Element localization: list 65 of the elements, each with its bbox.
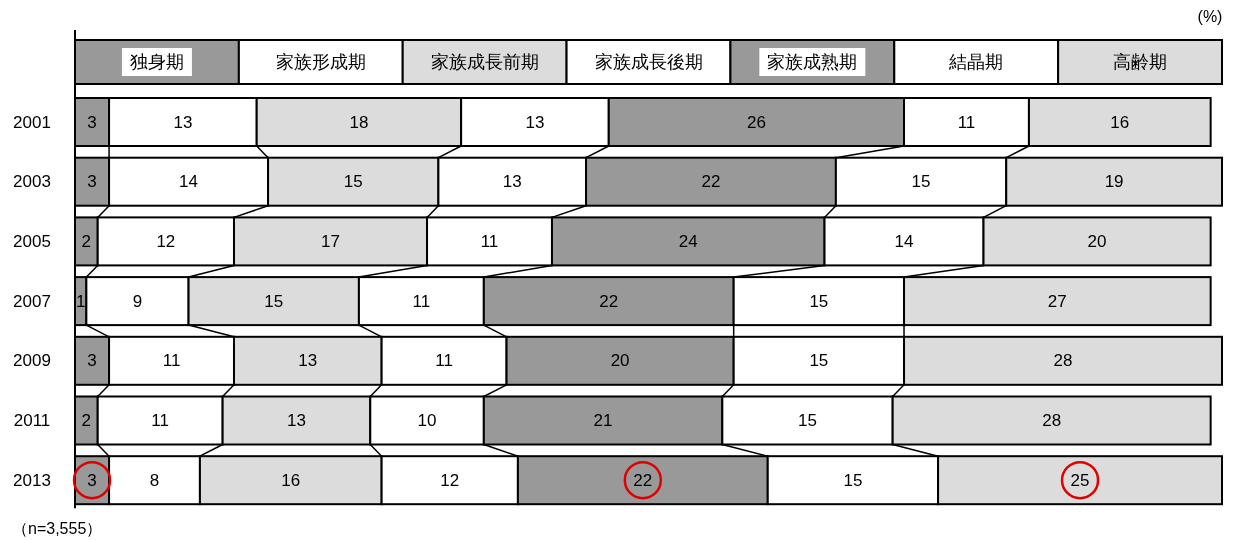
data-label: 15 [264,291,284,311]
data-label: 8 [149,470,160,490]
series-label: 結晶期 [948,52,1004,72]
series-label: 家族成長前期 [430,52,539,72]
data-label: 13 [525,112,545,132]
data-label: 9 [132,291,143,311]
data-label: 24 [678,231,698,251]
data-label: 15 [809,351,829,371]
series-label: 家族成長後期 [594,52,703,72]
data-label: 1 [75,291,86,311]
y-tick-label: 2011 [13,411,51,430]
data-label: 13 [298,351,318,371]
data-label: 22 [633,470,653,490]
y-tick-label: 2007 [13,291,51,311]
data-label: 2 [81,231,92,251]
data-label: 13 [173,112,193,132]
data-label: 15 [343,172,363,192]
data-label: 14 [179,172,199,192]
data-label: 12 [440,470,460,490]
data-label: 11 [480,231,499,251]
data-label: 14 [894,231,914,251]
data-label: 28 [1053,351,1073,371]
data-label: 20 [1087,231,1107,251]
data-label: 15 [798,411,817,430]
y-tick-label: 2013 [13,470,51,490]
data-label: 15 [809,291,829,311]
data-label: 11 [435,351,453,371]
data-label: 22 [599,291,619,311]
data-label: 3 [87,351,97,371]
text: （n=3,555） [12,519,103,537]
y-tick-label: 2001 [13,112,51,132]
data-label: 26 [746,112,766,132]
series-label: 高齢期 [1113,52,1168,72]
data-label: 21 [593,411,613,430]
data-label: 11 [151,411,169,430]
data-label: 27 [1047,291,1067,311]
data-label: 13 [502,172,522,192]
data-label: 25 [1070,470,1090,490]
data-label: 3 [87,172,97,192]
data-label: 16 [281,470,301,490]
text: (%) [1197,7,1223,25]
data-label: 20 [610,351,630,371]
data-label: 11 [412,291,431,311]
series-label: 家族形成期 [275,52,366,72]
data-label: 16 [1110,112,1130,132]
data-label: 3 [87,470,97,490]
data-label: 17 [321,231,340,251]
data-label: 28 [1042,411,1062,430]
data-label: 19 [1104,172,1124,192]
data-label: 10 [417,411,437,430]
data-label: 12 [156,231,176,251]
data-label: 15 [911,172,931,192]
data-label: 18 [349,112,369,132]
data-label: 2 [81,411,92,430]
y-tick-label: 2009 [13,351,51,371]
data-label: 13 [286,411,306,430]
data-label: 22 [701,172,721,192]
y-tick-label: 2003 [13,172,51,192]
data-label: 11 [957,112,976,132]
data-label: 11 [162,351,181,371]
data-label: 15 [843,470,863,490]
y-tick-label: 2005 [13,231,51,251]
series-label: 家族成熟期 [767,52,858,72]
data-label: 3 [87,112,97,132]
series-label: 独身期 [129,52,184,72]
